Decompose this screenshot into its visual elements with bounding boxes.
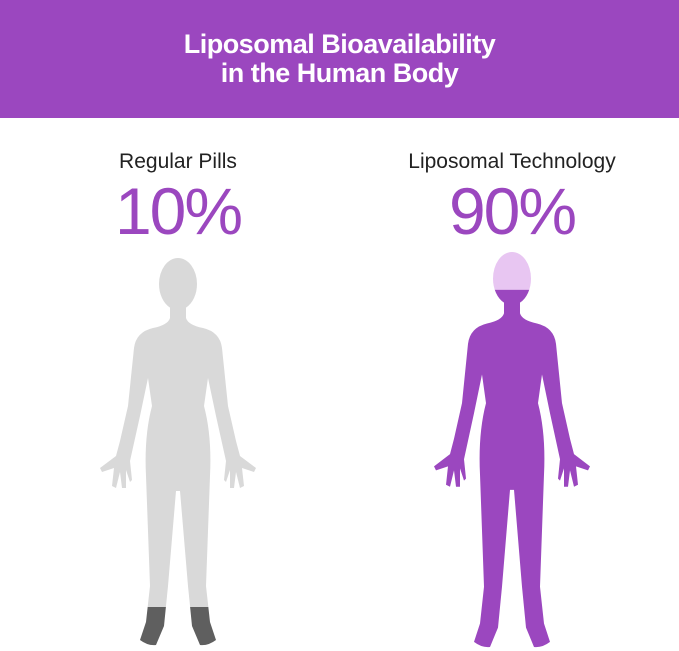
liposomal-label: Liposomal Technology <box>408 150 616 173</box>
regular-pills-panel: Regular Pills 10% <box>8 140 348 246</box>
regular-pills-label: Regular Pills <box>119 150 237 173</box>
regular-absorbed-region <box>100 607 256 646</box>
body-silhouette-liposomal <box>434 252 590 648</box>
liposomal-absorbed-region <box>434 289 590 648</box>
title-line-2: in the Human Body <box>220 58 459 88</box>
liposomal-unabsorbed-region <box>434 252 590 290</box>
title-line-1: Liposomal Bioavailability <box>183 29 496 59</box>
body-silhouette-regular <box>100 258 256 646</box>
regular-unabsorbed-region <box>100 258 256 607</box>
title-banner: Liposomal Bioavailability in the Human B… <box>0 0 679 118</box>
regular-pills-percent: 10% <box>114 174 243 248</box>
liposomal-panel: Liposomal Technology 90% <box>342 140 679 246</box>
liposomal-percent: 90% <box>448 174 577 248</box>
